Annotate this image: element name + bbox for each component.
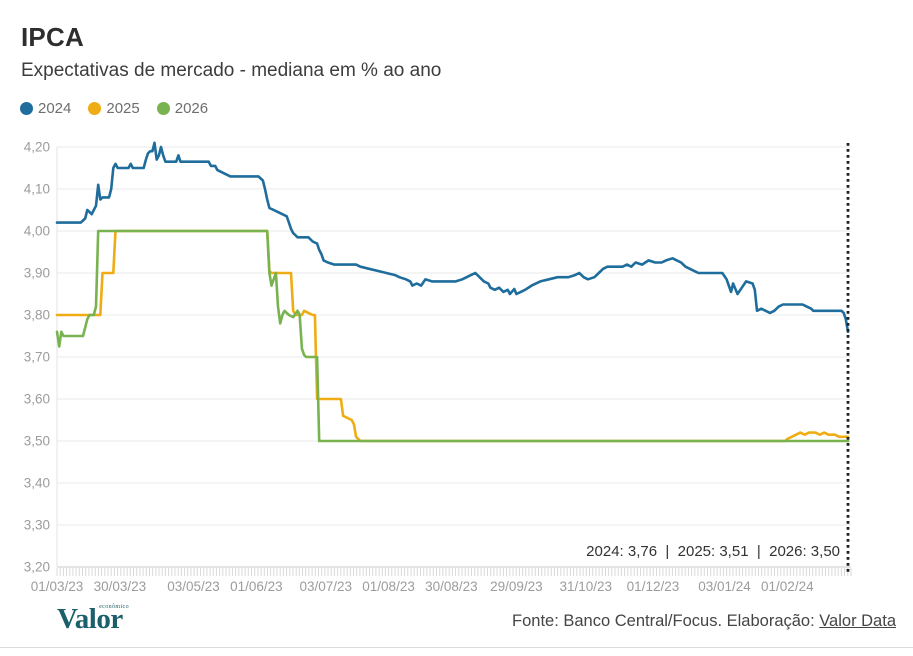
x-axis-tick-label: 30/08/23 <box>425 579 478 594</box>
y-axis-tick-label: 3,50 <box>24 434 50 449</box>
x-axis-tick-label: 03/01/24 <box>698 579 751 594</box>
legend-dot-2026-icon <box>156 102 170 115</box>
line-chart: 3,20 3,30 3,40 3,50 3,60 3,70 3,80 3,90 4,00 4,10… <box>24 140 852 594</box>
y-axis-tick-label: 4,10 <box>24 182 50 197</box>
y-axis-tick-label: 3,70 <box>24 350 50 365</box>
legend: 2024 2025 2026 <box>20 100 208 117</box>
latest-values-annotation: 2024: 3,76 | 2025: 3,51 | 2026: 3,50 <box>586 543 840 560</box>
x-axis-tick-label: 29/09/23 <box>490 579 543 594</box>
x-axis-tick-label: 03/05/23 <box>167 579 220 594</box>
x-axis-tick-label: 01/02/24 <box>761 579 814 594</box>
x-axis-tick-label: 31/10/23 <box>559 579 612 594</box>
y-axis-tick-label: 3,20 <box>24 560 50 575</box>
series-line-2024 <box>55 141 850 334</box>
x-axis-tick-label: 30/03/23 <box>94 579 147 594</box>
chart-title: IPCA <box>21 22 84 52</box>
valor-logo-text: Valor <box>57 603 123 635</box>
y-axis-tick-label: 3,80 <box>24 308 50 323</box>
series-line-2025 <box>55 229 850 443</box>
valor-data-link[interactable]: Valor Data <box>819 612 896 630</box>
source-line: Fonte: Banco Central/Focus. Elaboração: … <box>512 612 896 631</box>
source-text: Fonte: Banco Central/Focus. Elaboração: <box>512 612 820 630</box>
legend-item-2025: 2025 <box>88 100 140 117</box>
x-axis-minor-ticks <box>56 568 852 576</box>
y-axis-tick-label: 4,00 <box>24 224 50 239</box>
chart-subtitle: Expectativas de mercado - mediana em % a… <box>21 60 442 81</box>
y-axis-tick-label: 3,90 <box>24 266 50 281</box>
x-axis-tick-label: 01/12/23 <box>627 579 680 594</box>
y-axis-tick-label: 3,40 <box>24 476 50 491</box>
y-axis-tick-label: 3,60 <box>24 392 50 407</box>
legend-item-2024: 2024 <box>20 100 71 117</box>
legend-label-2025: 2025 <box>106 100 140 117</box>
legend-label-2024: 2024 <box>38 100 72 117</box>
valor-logo-small-text: econômico <box>99 604 129 610</box>
legend-dot-2024-icon <box>20 102 33 115</box>
y-axis-tick-label: 4,20 <box>24 140 50 155</box>
legend-item-2026: 2026 <box>156 100 209 117</box>
bottom-divider <box>0 647 913 648</box>
valor-logo: econômico Valor <box>57 604 133 634</box>
series-line-2026 <box>55 229 850 443</box>
legend-label-2026: 2026 <box>174 100 209 117</box>
x-axis-tick-label: 01/03/23 <box>31 579 84 594</box>
x-axis-tick-label: 01/06/23 <box>230 579 283 594</box>
x-axis-tick-label: 03/07/23 <box>299 579 352 594</box>
legend-dot-2025-icon <box>88 102 102 115</box>
y-axis-tick-label: 3,30 <box>24 518 50 533</box>
x-axis-tick-label: 01/08/23 <box>362 579 415 594</box>
